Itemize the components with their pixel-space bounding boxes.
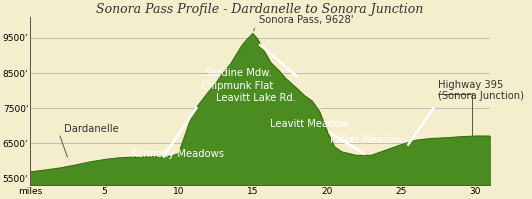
Text: Kennedy Meadows: Kennedy Meadows: [131, 149, 224, 159]
Text: Leavitt Lake Rd.: Leavitt Lake Rd.: [215, 93, 296, 103]
Text: Sonora Pass, 9628': Sonora Pass, 9628': [259, 15, 353, 25]
Text: Chipmunk Flat: Chipmunk Flat: [201, 81, 273, 91]
Text: Sardine Mdw.: Sardine Mdw.: [205, 68, 272, 78]
Text: Leavitt Meadow: Leavitt Meadow: [270, 119, 349, 129]
Text: Pickel Meadow: Pickel Meadow: [330, 135, 403, 145]
Text: Highway 395
(Sonora Junction): Highway 395 (Sonora Junction): [438, 80, 524, 101]
Title: Sonora Pass Profile - Dardanelle to Sonora Junction: Sonora Pass Profile - Dardanelle to Sono…: [96, 3, 423, 16]
Text: Dardanelle: Dardanelle: [64, 124, 119, 134]
